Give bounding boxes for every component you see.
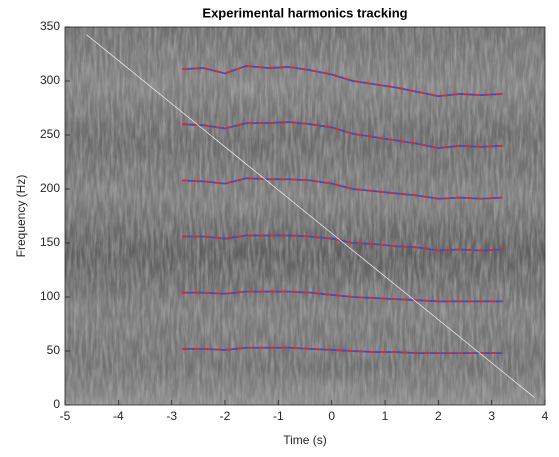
- series-line: [182, 121, 503, 149]
- y-tick-label: 100: [40, 289, 60, 303]
- y-tick-label: 250: [40, 127, 60, 141]
- spectrogram-texture: [65, 27, 545, 405]
- x-tick-label: -4: [113, 409, 124, 423]
- x-tick-label: -1: [273, 409, 284, 423]
- series-line: [86, 34, 535, 398]
- series-line: [182, 64, 503, 98]
- x-tick-label: 4: [542, 409, 549, 423]
- x-tick-label: -5: [60, 409, 71, 423]
- series-line: [182, 290, 503, 303]
- y-tick-label: 350: [40, 19, 60, 33]
- y-tick-label: 0: [53, 397, 60, 411]
- x-tick-label: 3: [488, 409, 495, 423]
- y-axis-label: Frequency (Hz): [14, 175, 28, 258]
- x-tick-label: -3: [166, 409, 177, 423]
- y-tick-label: 300: [40, 73, 60, 87]
- x-tick-label: -2: [220, 409, 231, 423]
- series-line: [182, 177, 503, 200]
- y-tick-label: 50: [47, 343, 61, 357]
- y-tick-label: 200: [40, 181, 60, 195]
- x-tick-label: 2: [435, 409, 442, 423]
- plot-frame: [64, 26, 546, 406]
- x-tick-label: 0: [328, 409, 335, 423]
- chart-title: Experimental harmonics tracking: [202, 5, 407, 20]
- series-line: [182, 346, 503, 355]
- x-axis-label: Time (s): [283, 433, 327, 447]
- y-tick-label: 150: [40, 235, 60, 249]
- series-line: [182, 234, 503, 252]
- x-tick-label: 1: [382, 409, 389, 423]
